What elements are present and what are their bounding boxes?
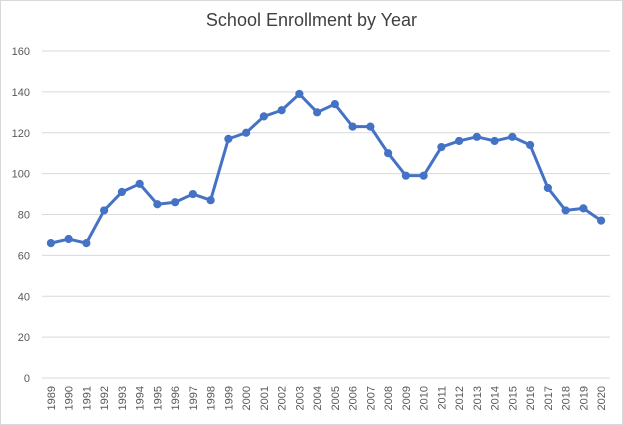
data-point [455, 136, 464, 146]
data-point [384, 149, 393, 158]
data-point [330, 100, 339, 109]
x-tick-label: 1993 [117, 386, 129, 410]
data-point [46, 239, 55, 248]
data-point [401, 171, 410, 180]
data-point [135, 179, 144, 188]
x-tick-label: 2003 [294, 386, 306, 410]
y-tick-label: 140 [12, 87, 30, 99]
x-tick-label: 1991 [81, 386, 93, 410]
enrollment-series [46, 89, 606, 248]
data-point [472, 132, 481, 141]
y-tick-label: 60 [18, 250, 30, 262]
data-point [242, 128, 251, 137]
y-tick-label: 40 [18, 291, 30, 303]
y-axis-tick-labels: 0 20 40 60 80 100 120 140 160 [12, 46, 30, 385]
data-point [206, 196, 215, 205]
data-point [295, 89, 304, 99]
data-point [597, 216, 606, 225]
data-point [259, 112, 268, 121]
x-tick-label: 1996 [170, 386, 182, 410]
data-point [188, 189, 197, 199]
x-tick-label: 1989 [46, 386, 58, 410]
x-tick-label: 2007 [365, 386, 377, 410]
data-point [153, 200, 162, 209]
gridlines [42, 50, 610, 379]
data-point [313, 108, 322, 117]
x-tick-label: 2018 [561, 386, 573, 410]
y-tick-label: 100 [12, 169, 30, 181]
x-tick-label: 2011 [436, 386, 448, 410]
x-tick-label: 2020 [596, 386, 608, 410]
x-axis-tick-labels: 1989 1990 1991 1992 1993 1994 1995 1996 1997 1998… [46, 386, 608, 410]
data-point [82, 239, 91, 248]
data-point [100, 206, 109, 215]
x-tick-label: 1997 [188, 386, 200, 410]
series-line [50, 92, 602, 245]
x-tick-label: 2005 [330, 386, 342, 410]
y-tick-label: 160 [12, 46, 30, 58]
data-point [579, 204, 588, 213]
x-tick-label: 2009 [401, 386, 413, 410]
x-tick-label: 1995 [152, 386, 164, 410]
y-tick-label: 0 [24, 373, 30, 385]
data-point [508, 132, 517, 141]
x-tick-label: 2000 [241, 386, 253, 410]
data-point [490, 136, 499, 146]
data-point [348, 122, 357, 131]
y-tick-label: 80 [18, 210, 30, 222]
x-tick-label: 2008 [383, 386, 395, 410]
data-point [64, 234, 73, 244]
x-tick-label: 2001 [259, 386, 271, 410]
data-point [171, 198, 180, 207]
x-tick-label: 2013 [472, 386, 484, 410]
x-tick-label: 2012 [454, 386, 466, 410]
x-tick-label: 1992 [99, 386, 111, 410]
data-point [419, 171, 428, 180]
x-tick-label: 2002 [277, 386, 289, 410]
x-tick-label: 2010 [419, 386, 431, 410]
x-tick-label: 2016 [525, 386, 537, 410]
data-point [224, 134, 233, 143]
data-point [277, 106, 286, 115]
x-tick-label: 2015 [507, 386, 519, 410]
x-tick-label: 2014 [490, 386, 502, 410]
x-tick-label: 2006 [348, 386, 360, 410]
data-point [561, 206, 570, 215]
x-tick-label: 2019 [578, 386, 590, 410]
x-tick-label: 1994 [135, 386, 147, 410]
data-point [526, 140, 535, 150]
y-tick-label: 120 [12, 128, 30, 140]
x-tick-label: 1999 [223, 386, 235, 410]
x-tick-label: 2017 [543, 386, 555, 410]
x-tick-label: 2004 [312, 386, 324, 410]
y-tick-label: 20 [18, 332, 30, 344]
data-point [437, 142, 446, 152]
data-point [117, 187, 126, 197]
data-point [543, 183, 552, 193]
data-point [366, 122, 375, 131]
x-tick-label: 1998 [206, 386, 218, 410]
chart-title: School Enrollment by Year [205, 10, 418, 30]
x-tick-label: 1990 [64, 386, 76, 410]
